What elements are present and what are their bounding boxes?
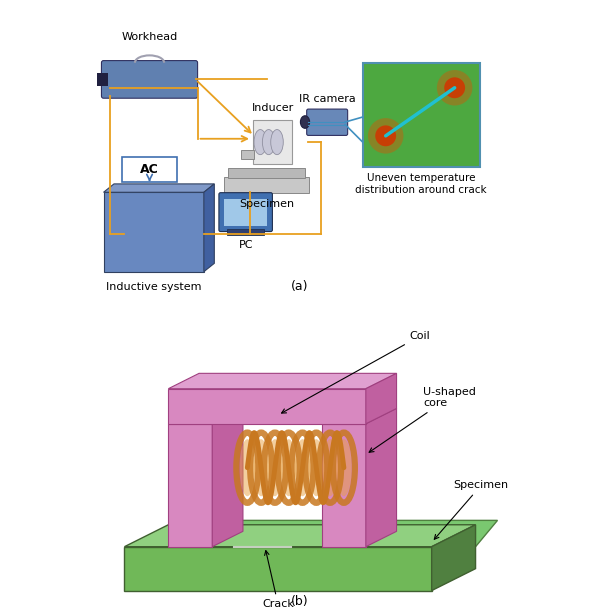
Polygon shape: [241, 150, 254, 159]
Polygon shape: [212, 408, 243, 546]
Polygon shape: [124, 521, 497, 573]
Text: Crack: Crack: [262, 551, 294, 609]
Polygon shape: [124, 546, 431, 591]
Polygon shape: [366, 373, 397, 424]
Text: Inductive system: Inductive system: [106, 282, 202, 292]
Text: AC: AC: [140, 163, 159, 176]
FancyBboxPatch shape: [227, 229, 265, 235]
Text: Coil: Coil: [281, 331, 430, 413]
Ellipse shape: [308, 439, 324, 496]
Polygon shape: [322, 424, 366, 546]
Polygon shape: [169, 389, 366, 424]
Ellipse shape: [253, 439, 269, 496]
Ellipse shape: [267, 439, 283, 496]
Ellipse shape: [262, 129, 275, 155]
Ellipse shape: [239, 439, 255, 496]
FancyBboxPatch shape: [101, 60, 197, 98]
Polygon shape: [322, 408, 397, 424]
Bar: [97, 73, 108, 86]
Ellipse shape: [322, 439, 338, 496]
Polygon shape: [104, 184, 214, 192]
Polygon shape: [204, 184, 214, 272]
Ellipse shape: [254, 129, 266, 155]
Polygon shape: [169, 408, 243, 424]
Ellipse shape: [437, 70, 472, 105]
Polygon shape: [431, 525, 476, 591]
Ellipse shape: [336, 439, 352, 496]
Ellipse shape: [281, 439, 296, 496]
Ellipse shape: [301, 116, 310, 128]
FancyBboxPatch shape: [253, 120, 292, 164]
Polygon shape: [124, 525, 476, 546]
Polygon shape: [169, 424, 212, 546]
FancyBboxPatch shape: [224, 177, 309, 193]
FancyBboxPatch shape: [307, 109, 347, 136]
Text: (a): (a): [291, 280, 309, 293]
FancyBboxPatch shape: [219, 193, 272, 232]
Text: (b): (b): [291, 595, 309, 608]
FancyBboxPatch shape: [224, 198, 268, 225]
FancyBboxPatch shape: [122, 156, 176, 182]
FancyBboxPatch shape: [228, 168, 305, 179]
Polygon shape: [169, 373, 397, 389]
FancyBboxPatch shape: [362, 63, 480, 167]
Text: PC: PC: [238, 240, 253, 250]
Text: Specimen: Specimen: [239, 198, 294, 209]
Text: Workhead: Workhead: [121, 32, 178, 42]
Ellipse shape: [444, 78, 465, 98]
Text: U-shaped
core: U-shaped core: [369, 387, 476, 452]
FancyBboxPatch shape: [104, 192, 204, 272]
Text: IR camera: IR camera: [299, 94, 356, 105]
Ellipse shape: [375, 126, 396, 146]
Text: Specimen: Specimen: [434, 480, 509, 539]
Ellipse shape: [295, 439, 310, 496]
Polygon shape: [366, 408, 397, 546]
Ellipse shape: [271, 129, 283, 155]
Ellipse shape: [368, 118, 403, 153]
Text: Inducer: Inducer: [252, 103, 294, 113]
Text: Uneven temperature
distribution around crack: Uneven temperature distribution around c…: [355, 174, 487, 195]
